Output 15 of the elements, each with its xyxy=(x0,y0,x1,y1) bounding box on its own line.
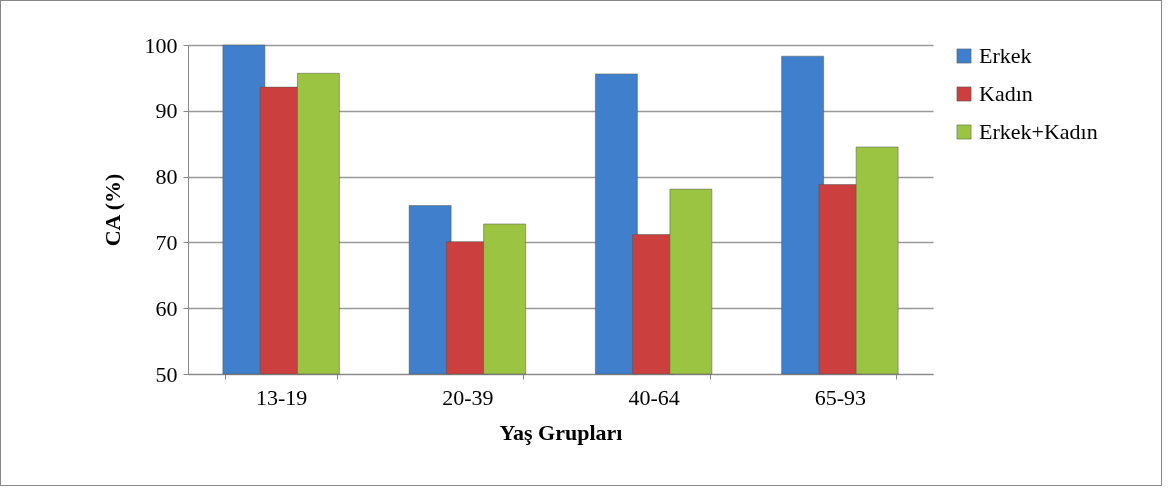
x-tick-label: 65-93 xyxy=(814,384,867,410)
y-tick-label: 80 xyxy=(155,164,178,190)
legend-label: Kadın xyxy=(979,81,1033,106)
y-axis-title: CA (%) xyxy=(99,173,125,247)
x-tick-label: 13-19 xyxy=(255,384,308,410)
legend-label: Erkek xyxy=(979,43,1032,68)
x-tick-label: 20-39 xyxy=(442,384,494,410)
y-tick-label: 60 xyxy=(155,295,178,321)
y-tick-label: 100 xyxy=(144,32,178,58)
x-tick-label: 40-64 xyxy=(628,384,680,410)
y-tick-label: 50 xyxy=(155,361,178,387)
y-tick-label: 70 xyxy=(155,229,178,255)
y-tick-label: 90 xyxy=(155,98,178,124)
x-axis-title: Yaş Grupları xyxy=(499,419,623,445)
legend-label: Erkek+Kadın xyxy=(979,119,1098,144)
